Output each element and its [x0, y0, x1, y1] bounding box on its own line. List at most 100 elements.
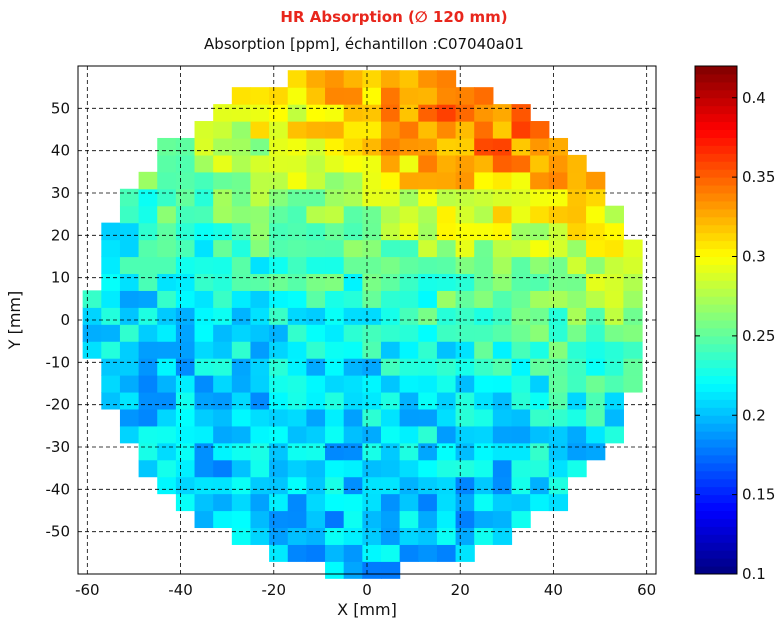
colorbar-tick-label: 0.4 [742, 89, 766, 107]
heatmap-cell [586, 273, 606, 291]
heatmap-cell [175, 290, 196, 308]
colorbar-gradient [695, 66, 737, 575]
heatmap-cell [380, 341, 401, 359]
heatmap-cell [548, 408, 569, 427]
heatmap-cell [306, 493, 326, 512]
heatmap-cell [380, 561, 401, 579]
colorbar-tick-label: 0.25 [742, 327, 775, 345]
heatmap-cell [530, 256, 550, 275]
colorbar-tick-label: 0.15 [742, 486, 775, 504]
colorbar-band [695, 193, 737, 202]
colorbar-band [695, 542, 737, 551]
heatmap-cell [418, 527, 438, 545]
heatmap-cell [157, 358, 177, 376]
heatmap-cell [418, 256, 438, 275]
heatmap-cell [530, 442, 550, 461]
heatmap-cell [325, 171, 345, 190]
heatmap-cell [362, 375, 382, 393]
colorbar-band [695, 494, 737, 504]
heatmap-cell [399, 375, 419, 393]
heatmap-cell [101, 290, 121, 308]
heatmap-cell [436, 121, 457, 139]
heatmap-cell [380, 87, 401, 105]
heatmap-cell [455, 137, 475, 156]
heatmap-cell [567, 391, 587, 410]
heatmap-cell [567, 442, 587, 461]
heatmap-cell [511, 459, 531, 478]
heatmap-cell [530, 121, 550, 139]
heatmap-cell [119, 425, 140, 444]
heatmap-cell [306, 425, 326, 444]
heatmap-cell [138, 442, 158, 461]
heatmap-cell [213, 273, 233, 291]
heatmap-cell [380, 358, 401, 376]
heatmap-cell [119, 358, 140, 376]
heatmap-cell [455, 391, 475, 410]
heatmap-cell [474, 87, 494, 105]
heatmap-cell [362, 544, 382, 562]
heatmap-cell [567, 375, 587, 393]
y-tick-label: 40 [51, 142, 70, 160]
heatmap-cell [399, 459, 419, 478]
colorbar-band [695, 383, 737, 392]
x-axis-ticks: -60 -40 -20 0 20 40 60 [75, 581, 656, 599]
heatmap-cell [567, 459, 587, 478]
y-tick-label: -20 [46, 396, 71, 414]
heatmap-cell [231, 104, 252, 122]
heatmap-cell [194, 154, 214, 173]
heatmap-cell [194, 425, 214, 444]
heatmap-cell [362, 256, 382, 275]
colorbar-ticks: 0.1 0.15 0.2 0.25 0.3 0.35 0.4 [695, 89, 775, 583]
heatmap-cell [604, 341, 624, 359]
heatmap-cell [492, 137, 513, 156]
heatmap-cell [455, 510, 475, 529]
heatmap-cell [306, 154, 326, 173]
heatmap-cell [418, 307, 438, 325]
colorbar-band [695, 137, 737, 146]
heatmap-cell [586, 442, 606, 461]
heatmap-cell [530, 137, 550, 156]
heatmap-cell [492, 358, 513, 376]
heatmap-cell [343, 121, 363, 139]
heatmap-cell [325, 188, 345, 207]
heatmap-cell [399, 256, 419, 275]
heatmap-cell [455, 188, 475, 207]
heatmap-cell [231, 510, 252, 529]
heatmap-cell [418, 188, 438, 207]
heatmap-cell [343, 307, 363, 325]
heatmap-cell [306, 87, 326, 105]
heatmap-cell [101, 375, 121, 393]
heatmap-cell [362, 273, 382, 291]
heatmap-cell [604, 307, 624, 325]
colorbar-band [695, 415, 737, 424]
heatmap-cell [436, 137, 457, 156]
heatmap-cell [399, 408, 419, 427]
colorbar-tick-label: 0.35 [742, 168, 775, 186]
heatmap-cell [474, 239, 494, 258]
heatmap-cell [380, 307, 401, 325]
heatmap-cell [567, 222, 587, 241]
heatmap-cell [623, 256, 643, 275]
heatmap-cell [548, 459, 569, 478]
heatmap-cell [287, 425, 308, 444]
heatmap-cell [418, 87, 438, 105]
heatmap-cell [175, 341, 196, 359]
heatmap-cell [436, 188, 457, 207]
heatmap-cell [511, 188, 531, 207]
colorbar-band [695, 423, 737, 432]
heatmap-cell [343, 476, 363, 495]
heatmap-cell [511, 121, 531, 139]
heatmap-cell [492, 442, 513, 461]
heatmap-cell [418, 391, 438, 410]
heatmap-cell [455, 459, 475, 478]
heatmap-cell [194, 188, 214, 207]
heatmap-cell [325, 476, 345, 495]
heatmap-cell [530, 239, 550, 258]
heatmap-cell [548, 154, 569, 173]
heatmap-cell [455, 87, 475, 105]
heatmap-cell [343, 104, 363, 122]
heatmap-cell [101, 307, 121, 325]
heatmap-cell [362, 341, 382, 359]
heatmap-cell [474, 188, 494, 207]
heatmap-cell [175, 425, 196, 444]
